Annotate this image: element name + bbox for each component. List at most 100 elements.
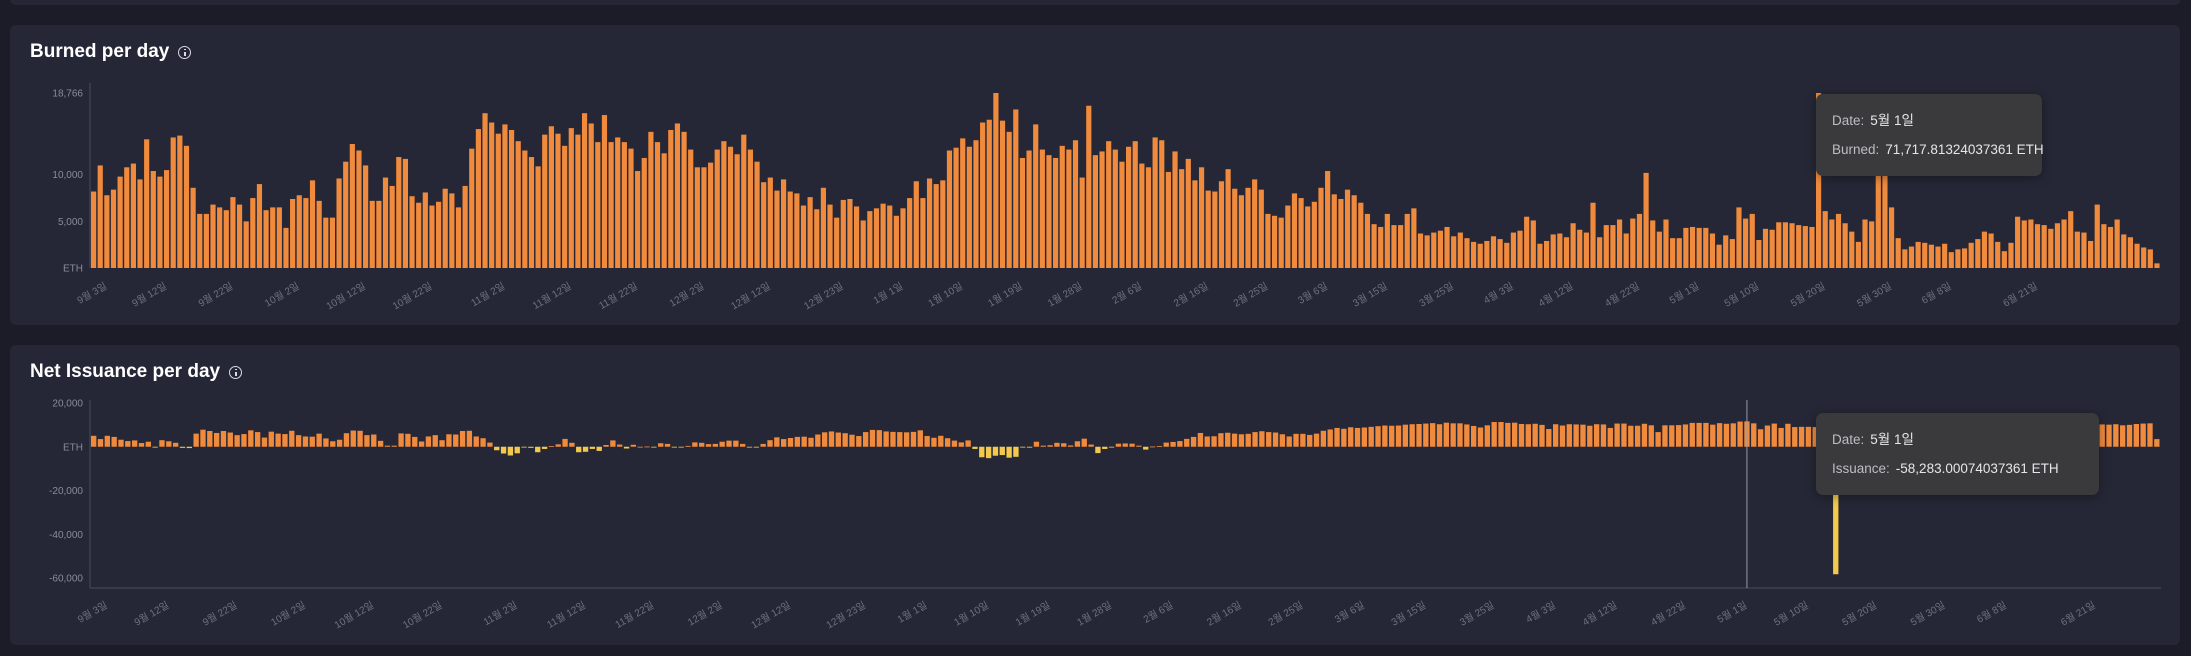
issuance-bar xyxy=(1047,445,1053,447)
issuance-bar xyxy=(446,434,452,447)
burn-bar xyxy=(1577,229,1583,268)
issuance-bar xyxy=(1450,423,1456,447)
tooltip-issuance-label: Issuance: xyxy=(1832,461,1890,476)
burn-bar xyxy=(522,150,528,268)
issuance-bar xyxy=(384,445,391,447)
issuance-bar xyxy=(1033,441,1040,447)
burn-bar xyxy=(1597,237,1603,268)
burn-bar xyxy=(1325,171,1331,268)
issuance-bar xyxy=(1669,425,1675,447)
burn-bar xyxy=(1716,244,1722,268)
burn-bar xyxy=(946,150,953,268)
burn-bar xyxy=(256,184,263,268)
burn-title-text: Burned per day xyxy=(30,41,170,62)
burn-bar xyxy=(555,133,561,268)
burn-bar xyxy=(1291,193,1298,268)
issuance-bar xyxy=(282,434,288,447)
burn-bar xyxy=(1630,218,1636,268)
burn-bar xyxy=(840,199,846,268)
burn-bar xyxy=(608,142,614,268)
issuance-bar xyxy=(207,431,213,447)
burn-bar xyxy=(1358,202,1364,268)
issuance-bar xyxy=(897,432,903,447)
info-icon[interactable] xyxy=(178,45,192,59)
burn-bar xyxy=(1039,149,1045,268)
issuance-bar xyxy=(500,446,507,454)
burn-bar xyxy=(2114,219,2120,268)
issuance-bar xyxy=(1156,446,1163,447)
burn-bar xyxy=(781,179,787,268)
issuance-bar xyxy=(412,436,418,447)
burn-bar xyxy=(1882,169,1888,268)
burn-bar xyxy=(880,203,886,268)
issuance-bar xyxy=(1368,426,1374,447)
issuance-bar xyxy=(1621,423,1627,447)
burn-bar xyxy=(1165,171,1171,268)
issuance-bar xyxy=(2099,424,2105,447)
issuance-bar xyxy=(145,441,151,447)
burn-bar xyxy=(1835,213,1842,268)
burn-bar xyxy=(409,196,415,268)
issuance-bar xyxy=(1443,422,1449,447)
issuance-bar xyxy=(985,446,992,459)
burn-bar xyxy=(270,207,276,268)
issuance-bar xyxy=(131,440,138,447)
burn-bar xyxy=(197,213,203,268)
issuance-bar xyxy=(1409,424,1415,447)
burn-bar xyxy=(1298,198,1304,268)
info-icon[interactable] xyxy=(229,365,243,379)
issuance-bar xyxy=(924,436,930,447)
issuance-bar xyxy=(1108,446,1115,448)
issuance-x-tick-label: 1월 19일 xyxy=(1014,599,1053,628)
burn-bar xyxy=(2028,219,2034,268)
burn-bar xyxy=(1398,225,1404,268)
issuance-bar xyxy=(548,446,555,447)
issuance-bar xyxy=(917,430,923,447)
burn-bar xyxy=(1842,223,1848,268)
burn-bar xyxy=(867,211,873,268)
burn-bar xyxy=(1053,157,1059,268)
issuance-bar xyxy=(91,435,97,447)
burn-bar xyxy=(2048,228,2054,268)
burn-bar xyxy=(887,205,893,268)
burn-bar xyxy=(1789,223,1795,268)
issuance-bar xyxy=(685,445,691,447)
issuance-bar xyxy=(1634,425,1641,447)
issuance-title-text: Net Issuance per day xyxy=(30,361,221,382)
issuance-bar xyxy=(944,438,951,447)
burn-bar xyxy=(508,129,515,268)
burn-bar xyxy=(422,192,428,268)
issuance-bar xyxy=(1088,444,1094,447)
issuance-bar xyxy=(494,446,500,451)
issuance-bar xyxy=(1300,433,1306,447)
burn-bar xyxy=(681,131,687,268)
burn-bar xyxy=(1616,219,1623,268)
issuance-bar xyxy=(1484,425,1490,447)
burn-bar xyxy=(1404,213,1410,268)
issuance-bar xyxy=(1375,426,1381,447)
burn-bar xyxy=(2034,224,2041,268)
burn-bar xyxy=(1384,213,1390,268)
burn-bar xyxy=(814,209,820,268)
issuance-bar xyxy=(1307,434,1313,447)
burn-bar xyxy=(190,187,196,268)
burn-bar xyxy=(893,215,899,268)
burn-bar xyxy=(1331,194,1337,268)
issuance-bar xyxy=(774,437,780,447)
burn-bar xyxy=(1066,149,1072,268)
burn-bar xyxy=(1059,145,1065,268)
burn-bar xyxy=(1265,213,1271,268)
issuance-bar xyxy=(1129,443,1135,447)
burn-bar xyxy=(1643,172,1649,268)
burn-bar xyxy=(1490,236,1497,268)
issuance-x-tick-label: 4월 3일 xyxy=(1524,599,1558,626)
burn-bar xyxy=(343,161,349,268)
issuance-bar xyxy=(1389,425,1395,447)
burn-bar xyxy=(1344,189,1351,268)
issuance-bar xyxy=(1805,426,1812,447)
burn-x-tick-label: 12월 2일 xyxy=(667,280,706,309)
issuance-x-tick-label: 4월 22일 xyxy=(1649,599,1688,628)
burn-bar xyxy=(1119,161,1125,268)
burn-bar xyxy=(1391,225,1397,268)
